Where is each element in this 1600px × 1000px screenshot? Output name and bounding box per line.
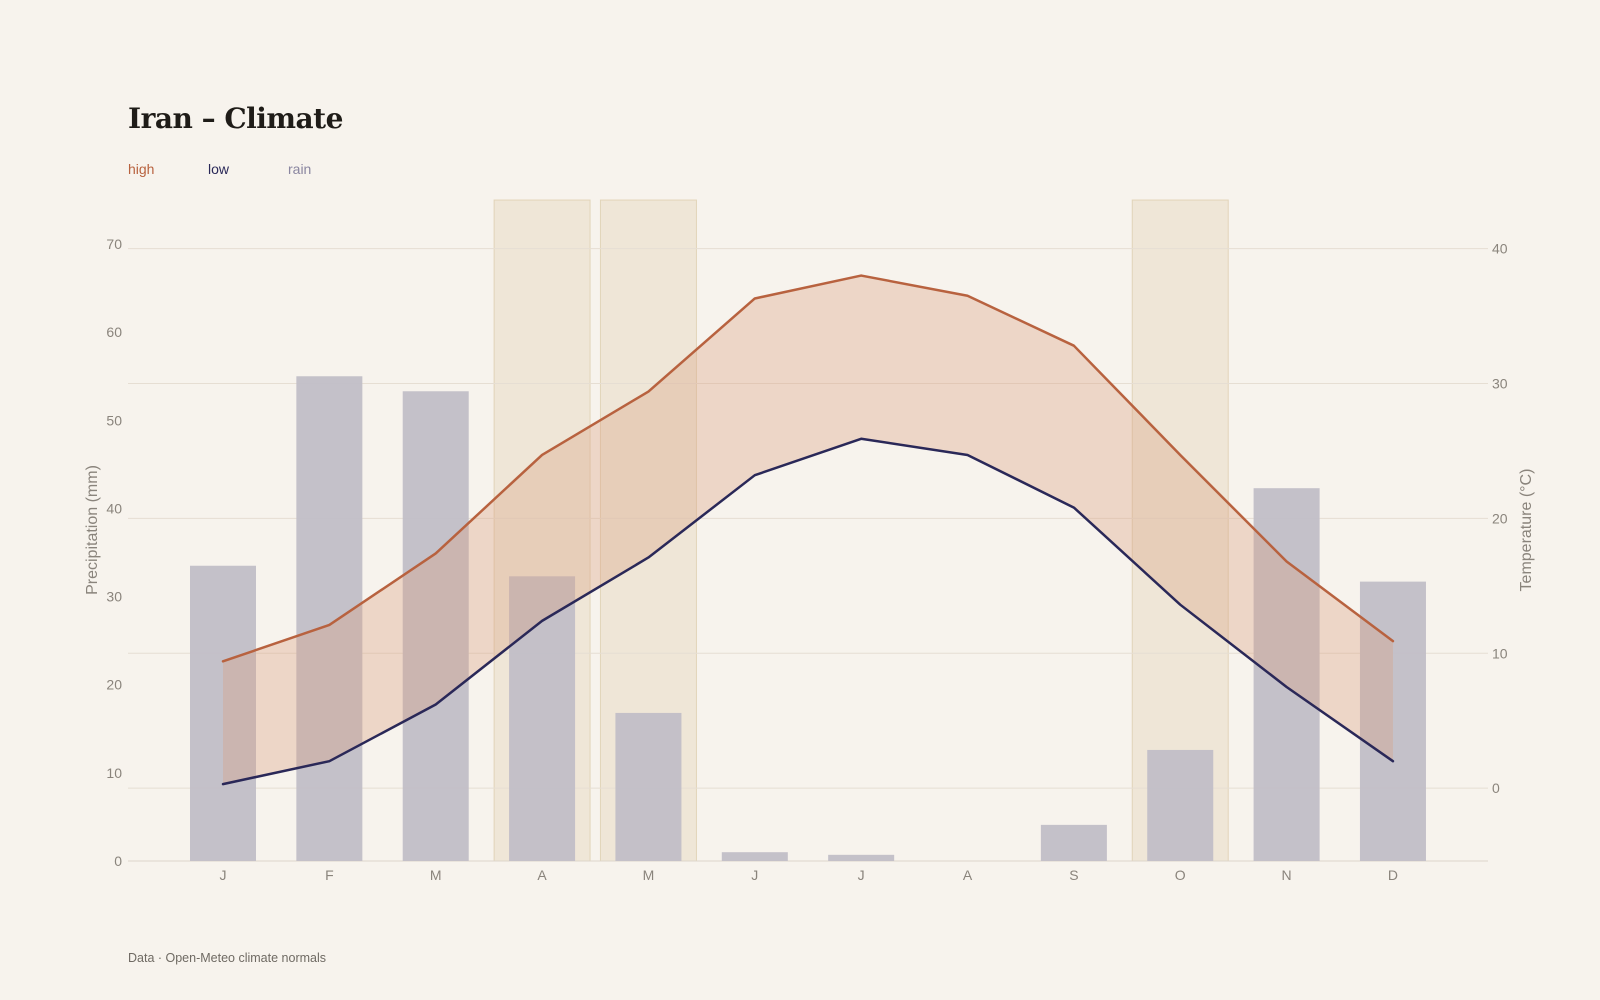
x-tick-label: O: [1175, 867, 1186, 883]
y2-tick-label: 30: [1492, 375, 1508, 391]
temperature-range-area: [223, 275, 1393, 785]
x-tick-label: S: [1069, 867, 1078, 883]
x-tick-label: J: [220, 867, 227, 883]
rain-bar: [402, 391, 469, 861]
rain-bar: [1147, 749, 1214, 861]
rain-bar: [721, 852, 788, 861]
rain-bar: [1040, 824, 1107, 861]
x-tick-label: A: [963, 867, 973, 883]
rain-bars: [190, 376, 1426, 861]
rain-bar: [1253, 488, 1320, 861]
y-axis-title: Precipitation (mm): [84, 465, 101, 595]
x-tick-label: M: [643, 867, 655, 883]
x-tick-label: J: [858, 867, 865, 883]
x-tick-label: N: [1282, 867, 1292, 883]
data-source-note: Data · Open-Meteo climate normals: [128, 951, 326, 965]
x-tick-label: J: [751, 867, 758, 883]
temperature-band: [223, 275, 1393, 785]
y-tick-label: 70: [106, 236, 122, 252]
chart-title: Iran – Climate: [128, 102, 343, 135]
y-tick-label: 30: [106, 589, 122, 605]
y2-tick-label: 10: [1492, 645, 1508, 661]
y-tick-label: 10: [106, 765, 122, 781]
x-tick-label: A: [537, 867, 547, 883]
x-tick-label: D: [1388, 867, 1398, 883]
low-temperature-line: [221, 437, 1395, 786]
x-tick-label: F: [325, 867, 334, 883]
legend-item-high: high: [128, 161, 155, 177]
y2-axis-title: Temperature (°C): [1518, 469, 1535, 592]
axes: 0 10 20 30 40 50 60 70 0 10 20 30 40 J F M A M J J A S O N D Prec…: [84, 236, 1535, 883]
rain-bar: [615, 712, 682, 861]
y2-tick-label: 40: [1492, 241, 1508, 257]
y-tick-label: 20: [106, 677, 122, 693]
y2-tick-label: 0: [1492, 780, 1500, 796]
rain-bar: [828, 854, 895, 861]
high-temperature-line: [221, 274, 1395, 663]
y-tick-label: 50: [106, 412, 122, 428]
y2-tick-label: 20: [1492, 510, 1508, 526]
legend-item-low: low: [208, 161, 230, 177]
legend-item-rain: rain: [288, 161, 312, 177]
rain-bar: [1359, 581, 1426, 861]
y-tick-label: 0: [114, 853, 122, 869]
y-tick-label: 40: [106, 500, 122, 516]
rain-bar: [509, 576, 576, 861]
rain-bar: [296, 376, 363, 861]
rain-bar: [190, 565, 256, 861]
temperature-lines: [221, 274, 1395, 786]
y-tick-label: 60: [106, 324, 122, 340]
x-tick-label: M: [430, 867, 442, 883]
